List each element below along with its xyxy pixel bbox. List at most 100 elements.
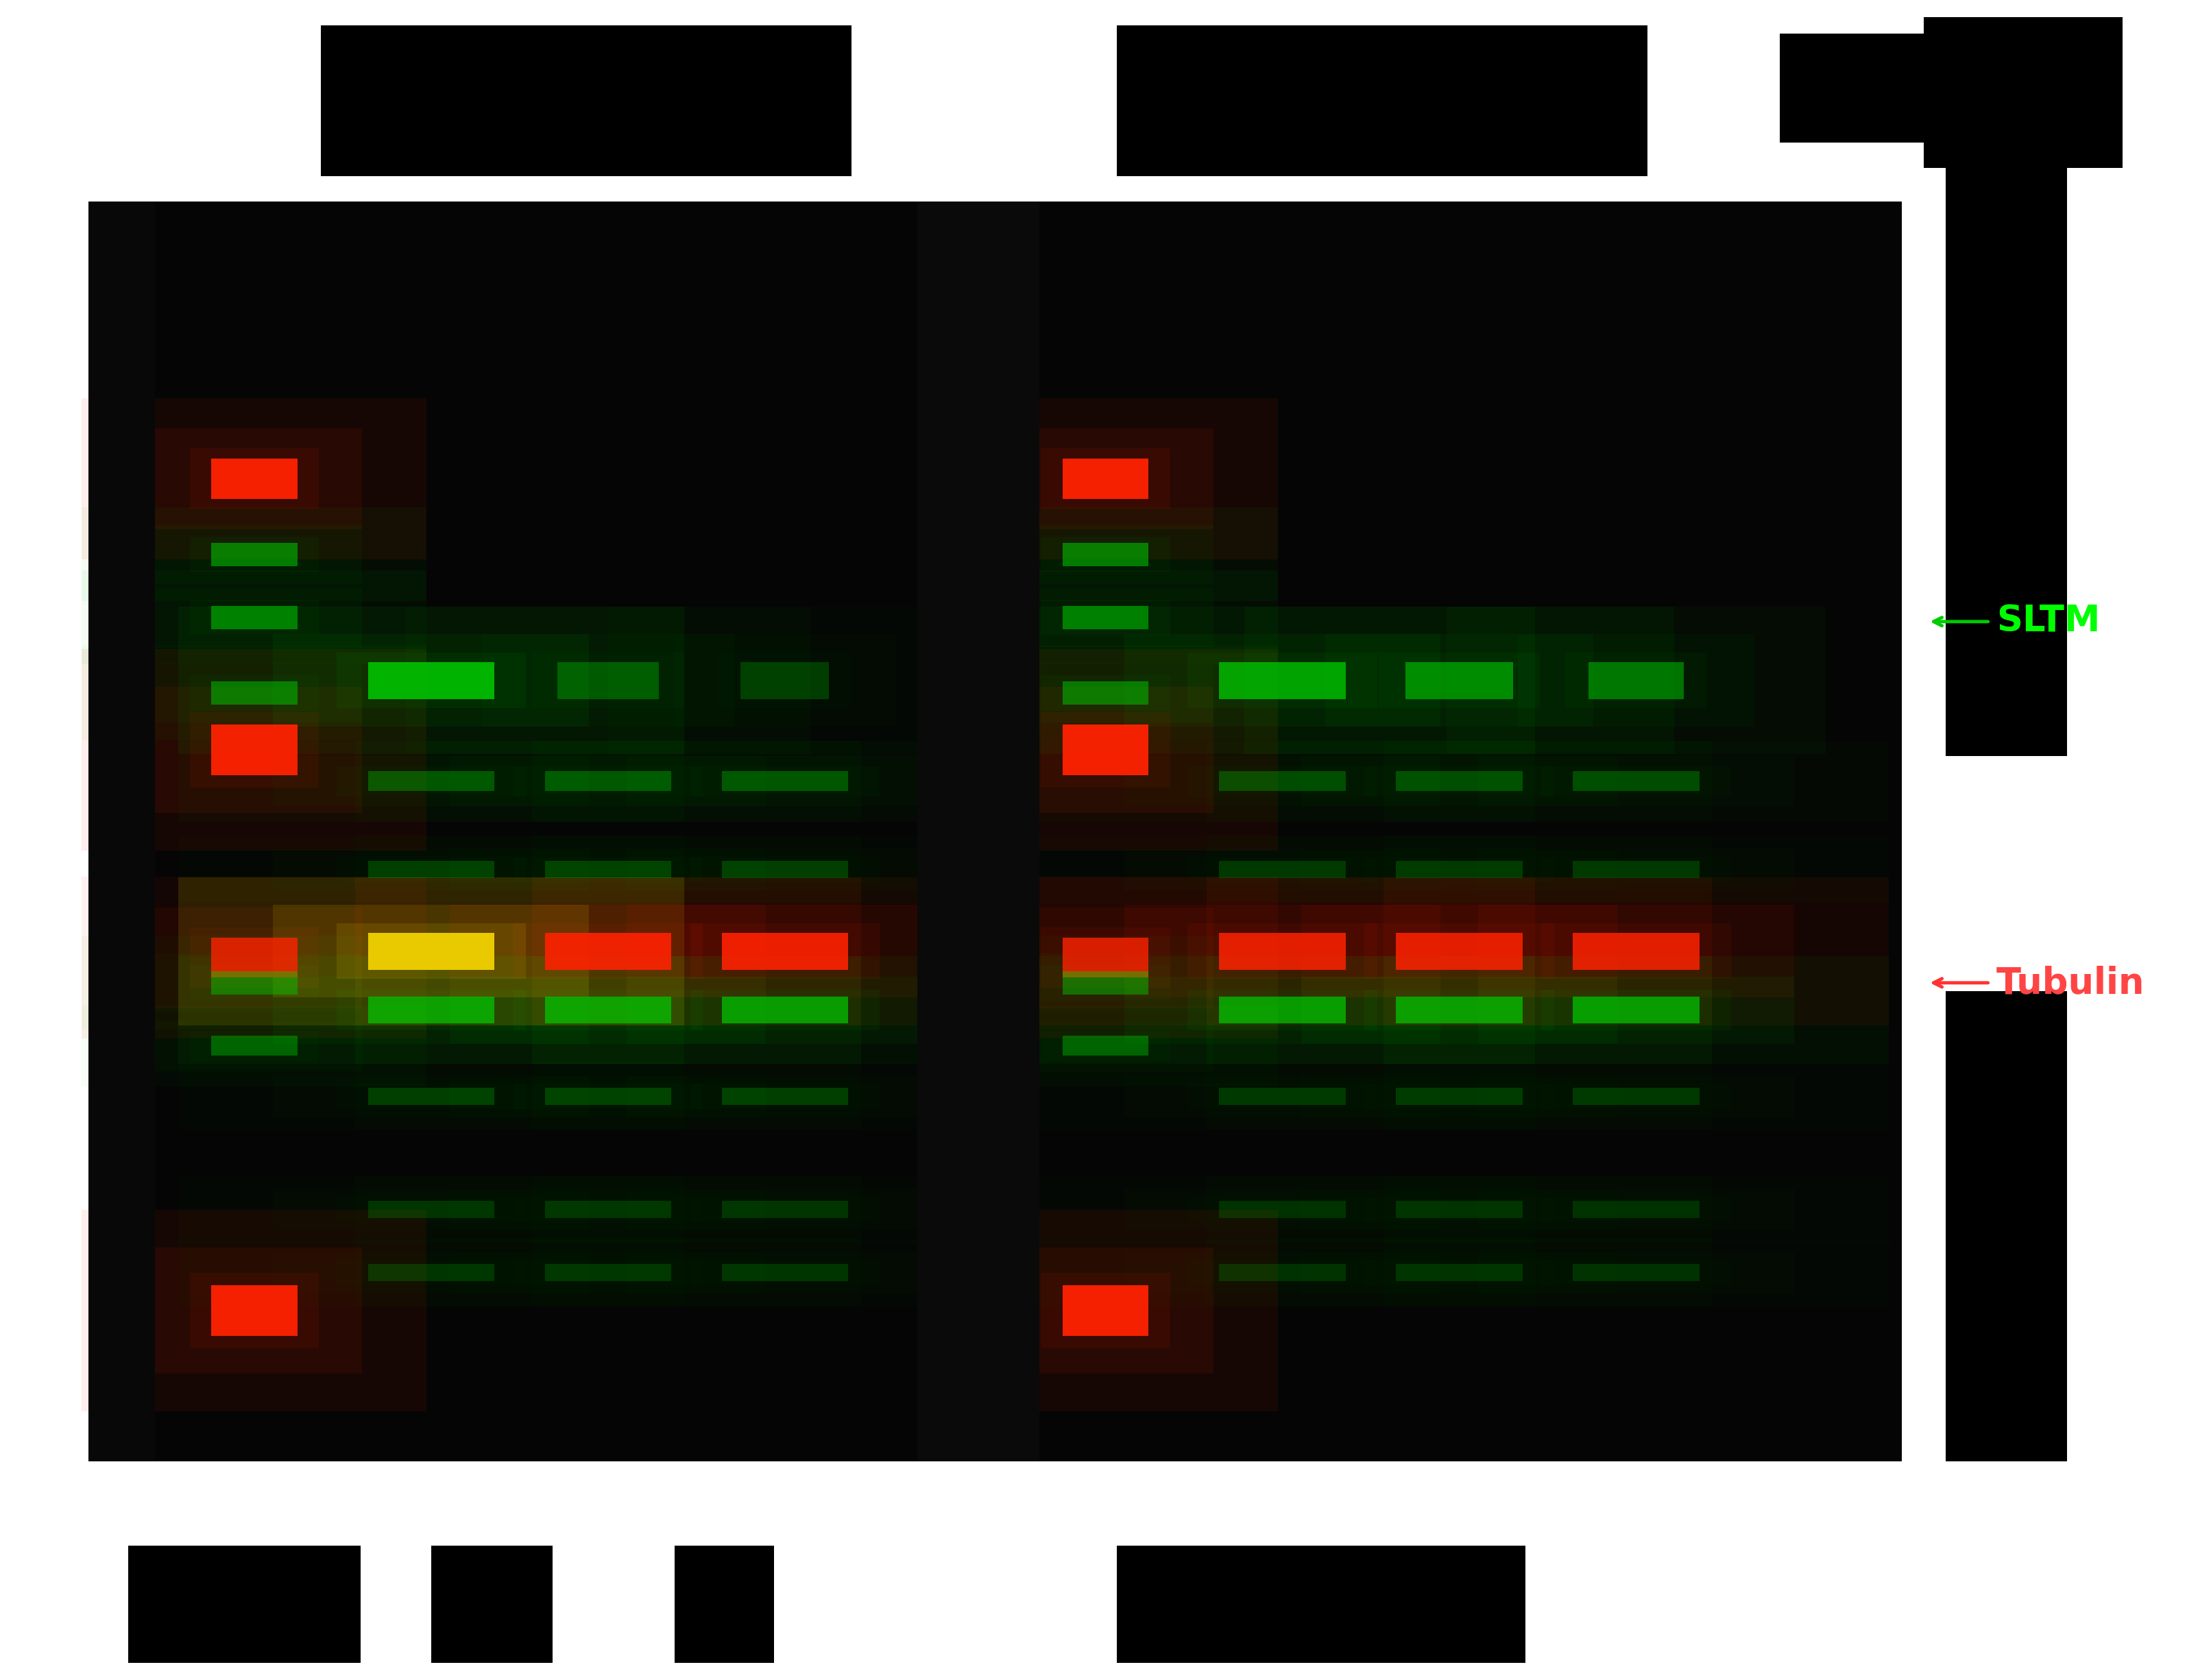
Bar: [1207, 741, 1711, 822]
Bar: [533, 1176, 1037, 1243]
Bar: [690, 766, 880, 796]
Bar: [1207, 1176, 1711, 1243]
Bar: [1477, 976, 1795, 1043]
Bar: [1780, 34, 1957, 143]
Bar: [451, 1075, 767, 1117]
Bar: [190, 1273, 318, 1347]
Bar: [1207, 877, 1711, 1025]
Bar: [1572, 1265, 1700, 1280]
Bar: [274, 906, 590, 998]
Bar: [513, 1260, 703, 1285]
Bar: [1063, 937, 1150, 978]
Bar: [1384, 837, 1888, 904]
Bar: [274, 848, 590, 890]
Bar: [1946, 991, 2067, 1462]
Bar: [1187, 1260, 1377, 1285]
Bar: [1541, 1260, 1731, 1285]
Bar: [1477, 756, 1795, 806]
Bar: [1207, 837, 1711, 904]
Bar: [1517, 633, 1756, 726]
Bar: [482, 633, 734, 726]
Bar: [557, 662, 659, 699]
Bar: [274, 1252, 590, 1294]
Bar: [128, 1546, 360, 1663]
Bar: [190, 449, 318, 509]
Bar: [513, 990, 703, 1030]
Bar: [367, 1265, 495, 1280]
Bar: [1063, 1285, 1150, 1336]
Bar: [1063, 724, 1150, 774]
Bar: [997, 588, 1214, 647]
Bar: [1187, 924, 1377, 979]
Bar: [356, 1063, 860, 1131]
Bar: [179, 956, 683, 1063]
Bar: [179, 837, 683, 904]
Bar: [1187, 1084, 1377, 1109]
Bar: [367, 1201, 495, 1218]
Bar: [1477, 1075, 1795, 1117]
Bar: [1300, 1252, 1618, 1294]
Bar: [336, 857, 526, 882]
Bar: [190, 964, 318, 1000]
Bar: [179, 1240, 683, 1307]
Bar: [212, 971, 296, 995]
Bar: [1041, 675, 1170, 711]
Bar: [628, 906, 944, 998]
Bar: [513, 924, 703, 979]
Bar: [367, 932, 495, 969]
Bar: [533, 741, 1037, 822]
Bar: [1384, 1063, 1888, 1131]
Bar: [690, 924, 880, 979]
Bar: [721, 1201, 849, 1218]
Bar: [146, 664, 363, 722]
Bar: [997, 524, 1214, 583]
Bar: [1477, 906, 1795, 998]
Bar: [1300, 848, 1618, 890]
Bar: [1063, 459, 1150, 499]
Bar: [1218, 860, 1346, 877]
Bar: [1041, 712, 1170, 788]
Bar: [997, 954, 1214, 1011]
Bar: [212, 605, 296, 628]
Bar: [336, 766, 526, 796]
Bar: [82, 570, 427, 664]
Bar: [1541, 766, 1731, 796]
Bar: [82, 645, 427, 739]
Bar: [1477, 1252, 1795, 1294]
Bar: [179, 741, 683, 822]
Bar: [544, 1201, 672, 1218]
Bar: [1041, 964, 1170, 1000]
Bar: [82, 398, 427, 559]
Bar: [1541, 857, 1731, 882]
Bar: [274, 633, 590, 726]
Bar: [721, 860, 849, 877]
Bar: [1187, 990, 1377, 1030]
Bar: [1384, 1240, 1888, 1307]
Bar: [274, 906, 590, 998]
Bar: [179, 606, 683, 754]
Bar: [367, 996, 495, 1023]
Bar: [1123, 906, 1442, 998]
Bar: [1123, 1075, 1442, 1117]
Bar: [451, 1252, 767, 1294]
Bar: [933, 1005, 1278, 1087]
Bar: [82, 877, 427, 1038]
Bar: [1384, 741, 1888, 822]
Bar: [367, 771, 495, 791]
Bar: [212, 459, 296, 499]
Bar: [1572, 1089, 1700, 1105]
Bar: [1123, 976, 1442, 1043]
Bar: [179, 877, 683, 1025]
Bar: [356, 956, 860, 1063]
Bar: [628, 1252, 944, 1294]
Bar: [1123, 756, 1442, 806]
Bar: [1572, 860, 1700, 877]
Text: Tubulin: Tubulin: [1997, 964, 2145, 1001]
Bar: [1300, 1075, 1618, 1117]
Bar: [451, 756, 767, 806]
Bar: [1041, 449, 1170, 509]
Bar: [146, 907, 363, 1008]
Bar: [1063, 605, 1150, 628]
Bar: [1030, 837, 1534, 904]
Bar: [1364, 924, 1554, 979]
